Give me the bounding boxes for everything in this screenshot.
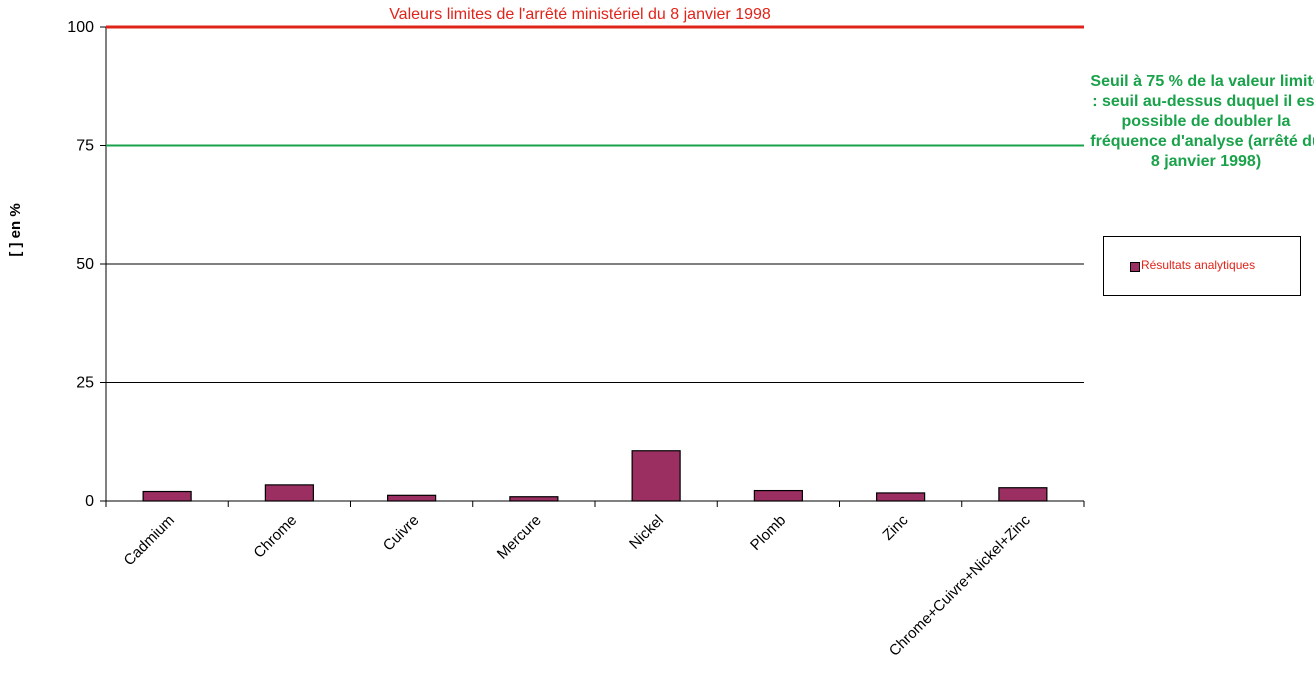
x-tick-label: Plomb bbox=[747, 512, 789, 554]
chart-title: Valeurs limites de l'arrêté ministériel … bbox=[389, 6, 771, 23]
y-tick-label: 100 bbox=[67, 19, 94, 36]
legend: Résultats analytiques bbox=[1103, 236, 1301, 296]
y-tick-label: 50 bbox=[76, 256, 94, 273]
x-tick-label: Chrome+Cuivre+Nickel+Zinc bbox=[886, 511, 1034, 659]
y-tick-label: 25 bbox=[76, 375, 94, 392]
x-tick-label: Chrome bbox=[250, 512, 300, 562]
threshold-annotation: Seuil à 75 % de la valeur limite : seuil… bbox=[1090, 73, 1314, 170]
bar bbox=[631, 450, 681, 502]
x-tick-label: Cuivre bbox=[380, 512, 423, 555]
legend-swatch bbox=[1130, 262, 1140, 272]
legend-label: Résultats analytiques bbox=[1141, 258, 1256, 272]
x-tick-label: Mercure bbox=[494, 512, 545, 563]
y-tick-label: 0 bbox=[85, 493, 94, 510]
x-tick-label: Nickel bbox=[626, 512, 667, 553]
x-tick-label: Zinc bbox=[879, 511, 911, 543]
bar bbox=[142, 490, 192, 502]
bar bbox=[264, 484, 314, 502]
bar bbox=[876, 492, 926, 502]
bar bbox=[387, 494, 437, 502]
bar bbox=[509, 496, 559, 502]
y-axis-label: [ ] en % bbox=[7, 203, 24, 256]
x-tick-label: Cadmium bbox=[121, 512, 178, 569]
bar bbox=[753, 489, 803, 502]
bar bbox=[998, 487, 1048, 502]
y-tick-label: 75 bbox=[76, 138, 94, 155]
